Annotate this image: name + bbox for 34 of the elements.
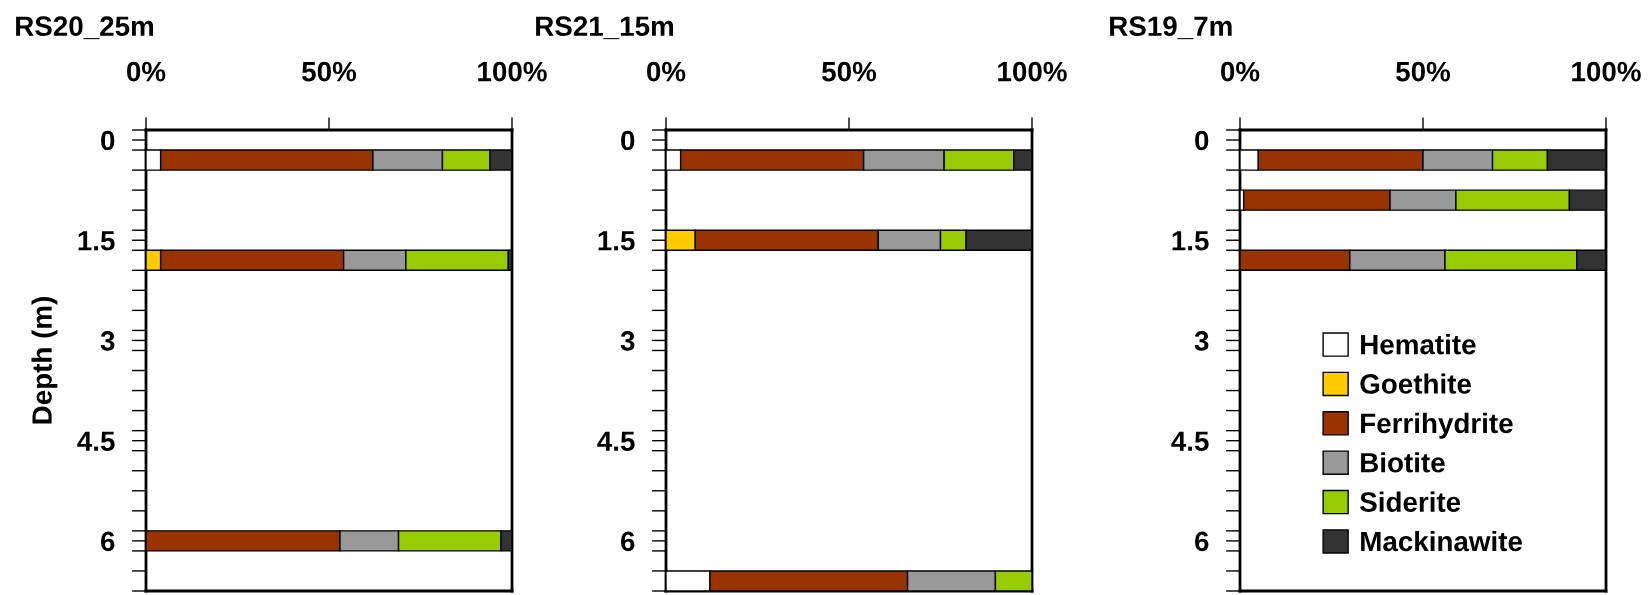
y-tick-label: 0 bbox=[101, 130, 115, 151]
legend-label: Mackinawite bbox=[1361, 530, 1522, 552]
y-tick-label: 0 bbox=[1195, 130, 1209, 151]
legend-label: Hematite bbox=[1361, 334, 1476, 355]
x-tick-label: 50% bbox=[302, 61, 357, 82]
x-tick-label: 0% bbox=[647, 61, 686, 82]
x-tick-label: 100% bbox=[478, 61, 547, 82]
y-tick-label: 1.5 bbox=[598, 231, 635, 251]
y-tick-label: 1.5 bbox=[1172, 231, 1209, 251]
legend-label: Biotite bbox=[1361, 452, 1445, 473]
y-tick-label: 4.5 bbox=[1171, 431, 1209, 452]
y-tick-label: 1.5 bbox=[78, 231, 115, 251]
y-tick-label: 4.5 bbox=[597, 431, 635, 452]
x-tick-label: 100% bbox=[998, 61, 1067, 82]
x-tick-label: 0% bbox=[127, 61, 166, 82]
y-tick-label: 6 bbox=[621, 531, 635, 552]
x-tick-label: 50% bbox=[822, 61, 877, 82]
chart-title: RS21_15m bbox=[536, 16, 674, 40]
chart-title: RS20_25m bbox=[16, 16, 154, 40]
y-tick-label: 4.5 bbox=[77, 431, 115, 452]
legend-label: Siderite bbox=[1360, 491, 1461, 512]
y-tick-label: 3 bbox=[1194, 331, 1209, 351]
x-tick-label: 50% bbox=[1396, 61, 1451, 82]
y-axis-title: Depth (m) bbox=[31, 297, 58, 424]
y-tick-label: 3 bbox=[620, 331, 635, 351]
legend-label: Goethite bbox=[1360, 373, 1471, 394]
x-tick-label: 0% bbox=[1221, 61, 1260, 82]
y-tick-label: 3 bbox=[100, 331, 115, 351]
chart-title: RS19_7m bbox=[1110, 16, 1232, 40]
y-tick-label: 0 bbox=[621, 130, 635, 151]
x-tick-label: 100% bbox=[1572, 61, 1641, 82]
y-tick-label: 6 bbox=[101, 531, 115, 552]
y-tick-label: 6 bbox=[1195, 531, 1209, 552]
legend-label: Ferrihydrite bbox=[1361, 412, 1513, 439]
